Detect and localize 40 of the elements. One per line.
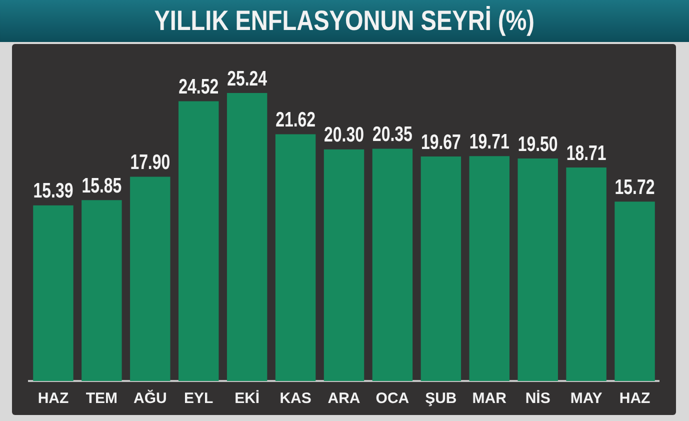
bar <box>614 202 655 381</box>
x-tick-label: ARA <box>328 390 360 408</box>
bar <box>130 176 170 381</box>
data-label: 24.52 <box>178 74 219 98</box>
data-label: 20.35 <box>372 122 412 146</box>
data-label: 21.62 <box>276 107 316 132</box>
x-tick-label: MAY <box>570 390 602 408</box>
chart-title: YILLIK ENFLASYONUN SEYRİ (%) <box>154 4 535 38</box>
bar <box>275 134 316 381</box>
data-label: 20.30 <box>324 122 364 146</box>
bar <box>324 149 364 381</box>
data-label: 25.24 <box>227 66 268 90</box>
x-tick-label: NİS <box>525 390 550 408</box>
bar <box>469 156 510 381</box>
x-tick-label: HAZ <box>619 390 650 408</box>
data-label: 15.85 <box>82 173 122 197</box>
data-label: 19.71 <box>469 129 510 153</box>
x-tick-label: TEM <box>86 390 118 408</box>
x-tick-label: KAS <box>280 390 312 408</box>
bar <box>518 158 558 381</box>
x-tick-label: EYL <box>184 390 214 408</box>
data-label: 17.90 <box>130 150 170 174</box>
x-tick-label: AĞU <box>133 389 167 408</box>
data-label: 19.50 <box>518 132 558 156</box>
bar <box>420 156 462 381</box>
x-tick-label: MAR <box>472 390 507 408</box>
x-tick-label: EKİ <box>234 390 260 408</box>
data-label: 15.72 <box>614 174 655 198</box>
bar <box>372 148 413 381</box>
bar <box>566 168 606 381</box>
data-label: 15.39 <box>33 178 74 202</box>
x-tick-label: OCA <box>376 390 410 408</box>
bar <box>33 205 74 381</box>
data-label: 18.71 <box>566 140 606 164</box>
data-label: 19.67 <box>420 130 461 154</box>
x-tick-label: HAZ <box>38 390 69 408</box>
bar <box>226 93 268 381</box>
bar <box>178 101 219 381</box>
x-tick-label: ŞUB <box>425 390 457 408</box>
bar <box>82 200 122 381</box>
